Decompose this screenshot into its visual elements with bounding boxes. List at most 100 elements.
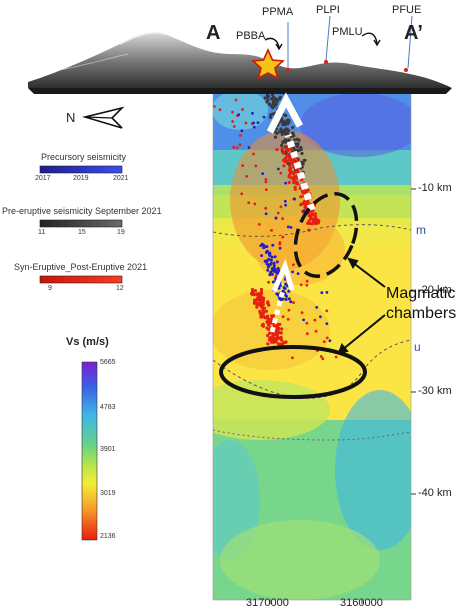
callout-line-2: chambers	[386, 305, 457, 322]
section-start-label: A	[206, 22, 221, 44]
earthquake-point	[291, 176, 295, 180]
earthquake-point	[231, 120, 235, 123]
earthquake-point	[306, 201, 310, 205]
earthquake-point	[284, 138, 288, 142]
earthquake-point	[293, 197, 296, 201]
earthquake-point	[314, 329, 318, 333]
earthquake-point	[274, 216, 278, 220]
earthquake-point	[307, 228, 311, 232]
earthquake-point	[267, 323, 271, 327]
earthquake-point	[292, 146, 296, 150]
earthquake-point	[268, 337, 272, 341]
earthquake-point	[284, 113, 288, 118]
earthquake-point	[253, 202, 257, 206]
earthquake-point	[296, 170, 300, 174]
earthquake-point	[289, 226, 293, 229]
earthquake-point	[251, 111, 254, 115]
pre-eruptive-tick: 19	[117, 229, 125, 236]
earthquake-point	[266, 268, 270, 272]
earthquake-point	[252, 121, 256, 125]
earthquake-point	[240, 192, 244, 196]
earthquake-point	[272, 261, 276, 265]
earthquake-point	[328, 339, 332, 343]
earthquake-point	[291, 356, 294, 360]
earthquake-point	[269, 113, 273, 117]
earthquake-point	[254, 164, 258, 168]
earthquake-point	[250, 288, 255, 292]
earthquake-point	[301, 162, 305, 166]
earthquake-point	[292, 171, 296, 175]
earthquake-point	[231, 110, 234, 114]
tomography-panel	[213, 90, 411, 600]
earthquake-point	[261, 303, 265, 307]
vs-scale-title: Vs (m/s)	[66, 336, 109, 348]
earthquake-point	[265, 100, 269, 104]
earthquake-point	[292, 138, 297, 142]
earthquake-point	[285, 159, 289, 163]
earthquake-point	[260, 305, 264, 309]
earthquake-point	[296, 272, 300, 275]
earthquake-point	[269, 258, 273, 262]
earthquake-point	[274, 332, 278, 336]
earthquake-point	[261, 324, 265, 328]
earthquake-point	[213, 105, 216, 108]
pre-eruptive-tick: 15	[78, 229, 86, 236]
earthquake-point	[295, 182, 300, 186]
earthquake-point	[273, 268, 277, 271]
earthquake-point	[292, 181, 296, 185]
vs-tick: 3019	[100, 490, 116, 497]
station-pointers	[287, 15, 413, 70]
layer-m-label: m	[416, 223, 426, 237]
earthquake-point	[300, 178, 304, 182]
earthquake-point	[302, 318, 305, 322]
earthquake-point	[281, 235, 285, 239]
earthquake-point	[325, 322, 329, 325]
earthquake-point	[314, 220, 318, 224]
earthquake-point	[267, 102, 272, 106]
earthquake-point	[240, 129, 244, 133]
station-markers	[286, 60, 408, 72]
earthquake-point	[241, 108, 245, 111]
earthquake-point	[292, 263, 295, 267]
earthquake-point	[269, 115, 273, 119]
syn-eruptive-tick: 12	[116, 285, 124, 292]
earthquake-point	[276, 292, 280, 296]
callout-line-1: Magmatic	[386, 285, 456, 302]
earthquake-point	[279, 205, 283, 209]
pre-eruptive-legend-title: Pre-eruptive seismicity September 2021	[2, 206, 162, 216]
station-ppma-label: PPMA	[262, 6, 294, 18]
earthquake-point	[265, 249, 269, 253]
earthquake-point	[271, 280, 275, 284]
earthquake-point	[267, 303, 271, 307]
earthquake-point	[286, 132, 290, 136]
earthquake-point	[255, 305, 259, 309]
earthquake-point	[234, 98, 238, 102]
earthquake-point	[286, 128, 290, 132]
earthquake-point	[256, 292, 260, 296]
earthquake-point	[269, 262, 273, 265]
earthquake-point	[264, 178, 268, 181]
earthquake-point	[272, 104, 277, 108]
earthquake-point	[276, 342, 280, 346]
earthquake-point	[300, 151, 304, 156]
earthquake-point	[282, 120, 286, 124]
earthquake-point	[289, 300, 293, 304]
topography-profile	[28, 31, 452, 94]
earthquake-point	[264, 309, 268, 313]
earthquake-point	[266, 265, 270, 269]
earthquake-point	[276, 167, 280, 171]
precursory-tick: 2017	[35, 175, 51, 182]
station-pfue-label: PFUE	[392, 4, 422, 16]
earthquake-point	[291, 125, 295, 129]
earthquake-point	[286, 122, 290, 126]
earthquake-point	[306, 188, 310, 192]
vs-tick: 5665	[100, 359, 116, 366]
earthquake-point	[281, 289, 285, 293]
vs-tick: 4783	[100, 404, 116, 411]
earthquake-point	[245, 175, 249, 178]
earthquake-point	[272, 264, 276, 267]
magmatic-chambers-callout: Magmatic chambers	[386, 284, 456, 324]
vs-tick: 3901	[100, 446, 116, 453]
earthquake-point	[237, 113, 241, 117]
